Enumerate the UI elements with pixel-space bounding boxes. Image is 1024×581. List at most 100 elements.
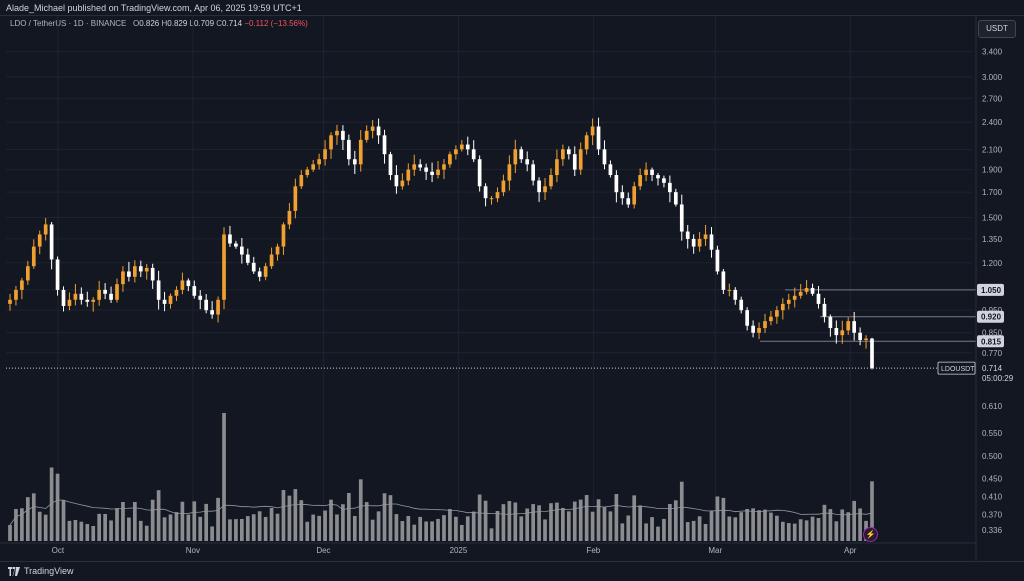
candle — [85, 299, 90, 302]
volume-bar — [43, 514, 48, 541]
candle — [436, 169, 440, 176]
tradingview-logo-icon[interactable] — [8, 567, 20, 576]
candle — [251, 262, 256, 272]
price-axis-label: 0.500 — [982, 452, 1003, 461]
volume-bar — [376, 511, 381, 541]
volume-bar — [138, 520, 143, 541]
footer-bar: TradingView — [0, 561, 1024, 581]
symbol-line[interactable]: LDO / TetherUS · 1D · BINANCE — [10, 19, 127, 28]
candle — [858, 332, 862, 341]
candle — [61, 289, 66, 306]
candle — [584, 135, 589, 150]
volume-bar — [465, 516, 470, 541]
volume-bar — [394, 514, 399, 541]
candle — [132, 266, 137, 277]
candle — [697, 238, 702, 247]
level-tag — [977, 283, 1004, 296]
candle — [31, 246, 36, 267]
close-value: 0.714 — [222, 19, 243, 28]
level-tag — [977, 310, 1004, 323]
price-chart[interactable]: 3.400 3.000 2.700 2.400 2.100 1.900 1.700 1.500… — [0, 0, 1024, 561]
volume-bar — [132, 502, 137, 541]
candle — [531, 164, 535, 181]
volume-bar — [436, 518, 440, 541]
volume-bar — [555, 502, 559, 541]
volume-bar — [275, 513, 280, 541]
volume-bar — [798, 519, 803, 541]
candle — [626, 198, 631, 205]
volume-bar — [347, 492, 351, 541]
lightning-icon[interactable]: ⚡ — [863, 527, 878, 542]
candle — [204, 299, 209, 311]
candle — [109, 293, 113, 300]
volume-bar — [775, 515, 779, 541]
volume-bar — [293, 489, 298, 541]
candle — [608, 164, 613, 176]
candle — [810, 287, 815, 294]
x-axis-label: Feb — [586, 546, 600, 555]
x-axis-label: 2025 — [450, 546, 468, 555]
volume-bar — [858, 508, 862, 541]
volume-bar — [281, 489, 286, 541]
brand-name[interactable]: TradingView — [24, 566, 74, 576]
volume-bar — [620, 523, 625, 541]
currency-button[interactable]: USDT — [978, 20, 1016, 38]
volume-bar — [91, 526, 96, 541]
volume-bar — [786, 523, 791, 541]
volume-bar — [668, 504, 672, 541]
price-axis-label: 3.000 — [982, 73, 1003, 82]
volume-bar — [55, 473, 60, 541]
volume-bar — [870, 481, 874, 541]
volume-bar — [245, 516, 250, 541]
candle — [269, 254, 274, 267]
price-axis-label: 2.400 — [982, 118, 1003, 127]
candle — [97, 289, 102, 300]
volume-bar — [733, 517, 738, 541]
volume-bar — [67, 520, 72, 541]
candle — [525, 159, 530, 165]
volume-bar — [804, 520, 809, 541]
candle — [341, 130, 345, 140]
candle — [549, 175, 553, 187]
volume-bar — [311, 514, 316, 541]
volume-bar — [144, 525, 149, 541]
candle — [578, 149, 583, 170]
candle — [424, 167, 428, 172]
candle — [234, 243, 238, 247]
candle — [358, 139, 363, 165]
volume-bar — [537, 505, 541, 541]
candle — [673, 192, 678, 205]
high-value: 0.829 — [167, 19, 188, 28]
candle — [376, 126, 381, 136]
candle — [79, 293, 84, 300]
price-axis-label: 1.500 — [982, 214, 1003, 223]
volume-bar — [757, 510, 761, 541]
candle — [685, 231, 690, 239]
volume-bar — [25, 497, 30, 541]
volume-bar — [448, 509, 452, 541]
candle — [596, 126, 601, 150]
x-axis-label: Mar — [708, 546, 722, 555]
candle — [792, 295, 797, 300]
volume-bar — [370, 519, 375, 541]
candle — [620, 192, 625, 199]
candle — [287, 210, 292, 225]
volume-bar — [121, 501, 125, 541]
candle — [388, 154, 393, 176]
candle — [638, 175, 642, 187]
volume-bar — [792, 523, 797, 541]
volume-bar — [14, 509, 18, 541]
candle — [804, 287, 809, 292]
volume-bar — [549, 503, 553, 541]
volume-bar — [561, 507, 565, 541]
volume-bar — [650, 517, 654, 541]
volume-bar — [61, 500, 66, 541]
volume-bar — [584, 495, 589, 541]
candle — [703, 234, 708, 239]
volume-bar — [852, 500, 857, 541]
candle — [49, 224, 54, 260]
candle — [323, 149, 327, 160]
candle — [382, 135, 387, 155]
candle — [715, 249, 720, 272]
candle — [566, 149, 571, 155]
